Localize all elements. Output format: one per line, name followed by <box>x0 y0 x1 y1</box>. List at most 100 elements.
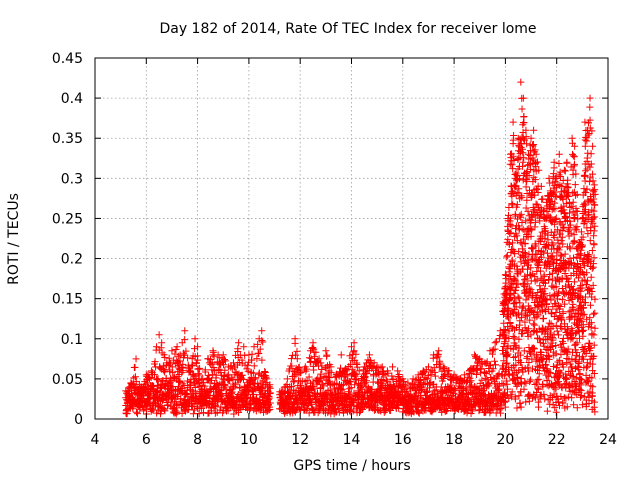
roti-point <box>338 385 346 393</box>
roti-point <box>516 299 524 307</box>
roti-peak-point <box>168 347 176 355</box>
roti-peak-point <box>409 375 417 383</box>
roti-point <box>505 327 513 335</box>
roti-point <box>509 375 517 383</box>
roti-point <box>584 252 592 260</box>
roti-point <box>298 377 306 385</box>
roti-point <box>524 280 532 288</box>
roti-point <box>512 286 520 294</box>
roti-point <box>518 309 526 317</box>
roti-point <box>586 178 594 186</box>
roti-point <box>556 219 564 227</box>
roti-point <box>504 306 512 314</box>
roti-peak-point <box>378 363 386 371</box>
roti-point <box>508 256 516 264</box>
roti-point <box>191 383 199 391</box>
roti-point <box>348 365 356 373</box>
roti-point <box>516 351 524 359</box>
roti-peak-point <box>301 363 309 371</box>
roti-point <box>248 356 256 364</box>
roti-point <box>221 366 229 374</box>
roti-point <box>556 356 564 364</box>
roti-point <box>496 406 504 414</box>
roti-point <box>589 186 597 194</box>
roti-point <box>463 386 471 394</box>
roti-point <box>503 359 511 367</box>
roti-point <box>565 308 573 316</box>
roti-peak-point <box>224 363 232 371</box>
roti-point <box>491 361 499 369</box>
y-tick-label: 0.4 <box>61 91 83 107</box>
roti-point <box>503 352 511 360</box>
roti-peak-point <box>419 367 427 375</box>
roti-point <box>492 338 500 346</box>
roti-point <box>588 247 596 255</box>
roti-point <box>549 323 557 331</box>
roti-point <box>554 358 562 366</box>
roti-point <box>553 256 561 264</box>
roti-point <box>526 316 534 324</box>
roti-point <box>161 353 169 361</box>
roti-point <box>169 369 177 377</box>
roti-point <box>552 214 560 222</box>
roti-point <box>529 320 537 328</box>
roti-point <box>579 355 587 363</box>
roti-point <box>517 358 525 366</box>
roti-peak-point <box>501 271 509 279</box>
roti-point <box>568 363 576 371</box>
roti-point <box>553 327 561 335</box>
roti-point <box>217 403 225 411</box>
roti-point <box>555 301 563 309</box>
roti-point <box>515 367 523 375</box>
roti-peak-point <box>519 94 527 102</box>
roti-point <box>504 350 512 358</box>
roti-point <box>580 310 588 318</box>
roti-point <box>540 314 548 322</box>
roti-point <box>310 385 318 393</box>
roti-point <box>590 370 598 378</box>
roti-peak-point <box>522 126 530 134</box>
roti-point <box>591 309 599 317</box>
y-tick-label: 0.2 <box>61 252 83 268</box>
roti-peak-point <box>158 339 166 347</box>
roti-peak-point <box>147 367 155 375</box>
roti-peak-point <box>496 327 504 335</box>
roti-point <box>150 371 158 379</box>
roti-point <box>568 394 576 402</box>
roti-point <box>323 351 331 359</box>
roti-point <box>531 191 539 199</box>
roti-peak-point <box>558 182 566 190</box>
x-tick-label: 22 <box>548 432 566 448</box>
roti-peak-point <box>342 367 350 375</box>
roti-point <box>527 225 535 233</box>
roti-point <box>569 373 577 381</box>
roti-point <box>346 378 354 386</box>
roti-point <box>343 370 351 378</box>
x-tick-label: 20 <box>496 432 514 448</box>
roti-point <box>189 371 197 379</box>
roti-point <box>587 160 595 168</box>
roti-point <box>558 233 566 241</box>
roti-point <box>558 296 566 304</box>
roti-point <box>523 312 531 320</box>
roti-point <box>534 403 542 411</box>
roti-point <box>591 408 599 416</box>
roti-point <box>523 176 531 184</box>
roti-point <box>539 195 547 203</box>
roti-point <box>194 370 202 378</box>
roti-point <box>575 366 583 374</box>
roti-point <box>335 408 343 416</box>
roti-peak-point <box>173 343 181 351</box>
roti-point <box>220 361 228 369</box>
roti-point <box>517 258 525 266</box>
roti-peak-point <box>263 375 271 383</box>
roti-point <box>589 170 597 178</box>
x-tick-label: 18 <box>445 432 463 448</box>
roti-point <box>210 364 218 372</box>
roti-point <box>524 207 532 215</box>
roti-point <box>513 232 521 240</box>
roti-point <box>572 329 580 337</box>
roti-peak-point <box>476 355 484 363</box>
roti-point <box>552 385 560 393</box>
roti-point <box>373 369 381 377</box>
